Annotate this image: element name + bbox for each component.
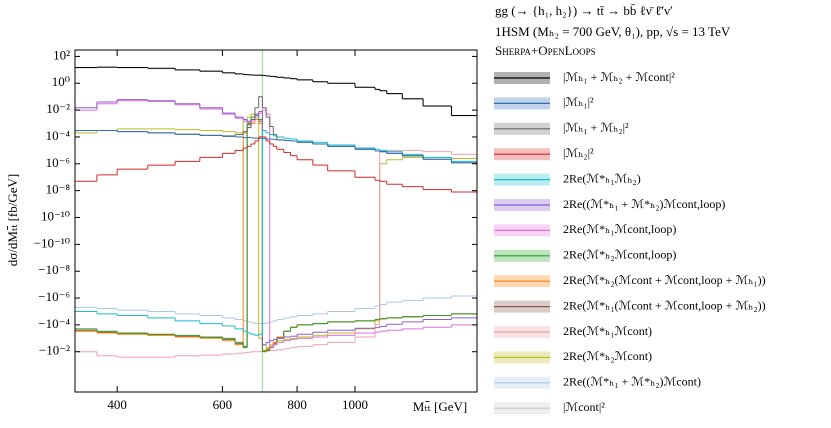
legend-label: 2Re((ℳ*ₕ₁ + ℳ*ₕ₂)ℳcont,loop) — [563, 197, 725, 211]
generator-label: Sherpa+OpenLoops — [495, 43, 596, 58]
x-tick-label: 800 — [287, 397, 307, 412]
plot-background — [75, 50, 477, 392]
step-riser — [96, 136, 452, 192]
legend-label: 2Re(ℳ*ₕ₂ℳcont) — [563, 349, 652, 363]
y-tick-label: −10⁻⁸ — [38, 262, 70, 277]
y-tick-label: −10⁻⁴ — [38, 316, 70, 331]
x-tick-label: 400 — [107, 397, 127, 412]
process-label: gg (→ {h₁, h₂}) → tt̄ → bb̄ ℓν̄ ℓ̄′ν′ — [495, 3, 673, 18]
y-tick-label: 10⁰ — [52, 74, 70, 89]
legend-label: |ℳₕ₁ + ℳₕ₂|² — [563, 121, 629, 135]
legend-label: 2Re(ℳ*ₕ₁ℳcont,loop) — [563, 222, 676, 236]
y-tick-label: −10⁻⁶ — [38, 289, 70, 304]
legend-label: |ℳcont|² — [563, 400, 605, 414]
y-tick-label: 10² — [53, 47, 70, 62]
y-tick-label: 10⁻⁶ — [46, 155, 70, 170]
y-tick-label: 10⁻⁸ — [46, 182, 71, 197]
curves — [75, 50, 477, 392]
step-riser — [96, 67, 452, 116]
step-riser — [96, 295, 452, 324]
legend-label: 2Re(ℳ*ₕ₁(ℳcont + ℳcont,loop + ℳₕ₂)) — [563, 298, 766, 312]
x-axis-label: Mₜₜ̄ [GeV] — [413, 399, 467, 414]
y-tick-label: 10⁻¹⁰ — [41, 208, 70, 223]
plot-frame — [74, 49, 478, 393]
x-tick-label: 600 — [213, 397, 233, 412]
y-axis-label: dσ/dMₜₜ̄ [fb/GeV] — [5, 174, 20, 267]
y-tick-label: 10⁻⁴ — [46, 128, 71, 143]
legend-label: |ℳₕ₁|² — [563, 95, 594, 109]
y-tick-label: 10⁻² — [46, 101, 70, 116]
legend-label: 2Re((ℳ*ₕ₁ + ℳ*ₕ₂)ℳcont) — [563, 375, 701, 389]
legend-label: 2Re(ℳ*ₕ₁ℳcont) — [563, 324, 652, 338]
x-tick-label: 1000 — [342, 397, 368, 412]
legend-label: 2Re(ℳ*ₕ₁ℳₕ₂) — [563, 171, 641, 185]
y-tick-label: −10⁻¹⁰ — [34, 235, 70, 250]
legend-label: 2Re(ℳ*ₕ₂(ℳcont + ℳcont,loop + ℳₕ₁)) — [563, 273, 766, 287]
legend-label: 2Re(ℳ*ₕ₂ℳcont,loop) — [563, 248, 676, 262]
legend: |ℳₕ₁ + ℳₕ₂ + ℳcont|² |ℳₕ₁|² |ℳₕ₁ + ℳₕ₂|² |ℳ… — [494, 70, 766, 415]
step-riser — [116, 130, 452, 163]
legend-label: |ℳₕ₁ + ℳₕ₂ + ℳcont|² — [563, 70, 675, 84]
model-label: 1HSM (Mₕ₂ = 700 GeV, θ₁), pp, √s = 13 Te… — [495, 24, 731, 39]
y-tick-label: −10⁻² — [39, 343, 70, 358]
legend-label: |ℳₕ₂|² — [563, 146, 594, 160]
